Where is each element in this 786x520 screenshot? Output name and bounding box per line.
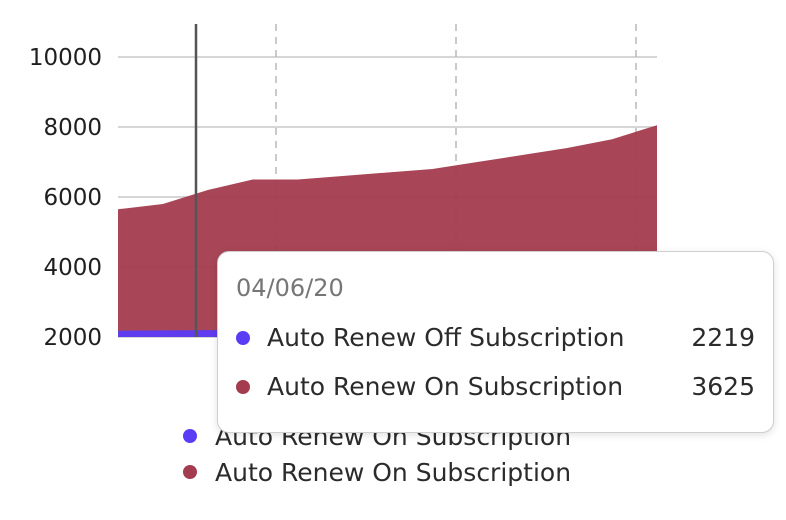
legend-dot-icon: [183, 465, 197, 479]
y-tick-label: 10000: [29, 45, 102, 71]
tooltip-date: 04/06/20: [236, 274, 344, 302]
legend-label: Auto Renew On Subscription: [215, 457, 572, 487]
chart-tooltip: 04/06/20 Auto Renew Off Subscription 221…: [217, 251, 774, 433]
tooltip-row: Auto Renew Off Subscription 2219: [236, 323, 755, 352]
y-tick-label: 4000: [43, 255, 102, 281]
series-dot-icon: [236, 330, 250, 345]
legend-item[interactable]: Auto Renew On Subscription: [183, 454, 571, 490]
tooltip-series-label: Auto Renew On Subscription: [267, 372, 624, 401]
tooltip-series-value: 3625: [691, 372, 755, 401]
y-tick-label: 8000: [43, 115, 102, 141]
tooltip-row: Auto Renew On Subscription 3625: [236, 372, 755, 401]
tooltip-series-label: Auto Renew Off Subscription: [267, 323, 625, 352]
y-tick-label: 2000: [43, 325, 102, 351]
legend-dot-icon: [183, 429, 197, 443]
y-axis-ticks: 10000 8000 6000 4000 2000: [29, 45, 102, 351]
tooltip-series-value: 2219: [691, 323, 755, 352]
series-dot-icon: [236, 379, 250, 394]
y-tick-label: 6000: [43, 185, 102, 211]
